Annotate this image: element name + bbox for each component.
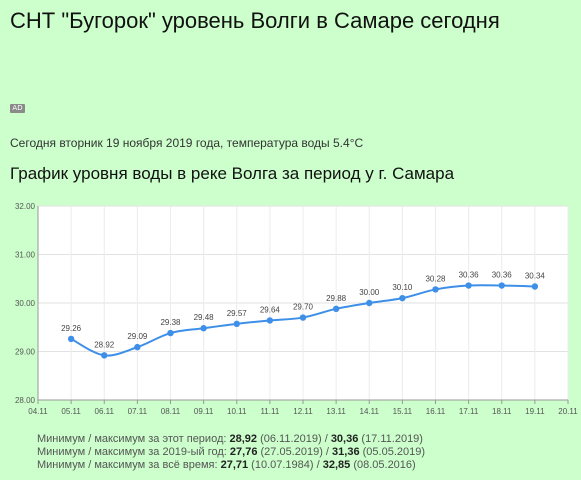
x-tick-label: 07.11 [128, 407, 148, 416]
data-point [266, 317, 274, 324]
data-point [399, 294, 406, 302]
data-label: 30.36 [459, 271, 480, 280]
data-label: 29.38 [160, 318, 181, 327]
data-point [498, 282, 505, 289]
data-label: 30.10 [392, 283, 413, 292]
stat-row-period: Минимум / максимум за этот период: 28,92… [37, 433, 425, 446]
x-tick-label: 10.11 [227, 407, 247, 416]
y-tick-label: 28.00 [15, 396, 36, 405]
chart-heading: График уровня воды в реке Волга за перио… [10, 164, 455, 183]
x-tick-label: 18.11 [492, 407, 512, 416]
data-label: 30.36 [492, 271, 513, 280]
x-tick-label: 09.11 [194, 407, 214, 416]
stat-max-date: (08.05.2016) [350, 459, 416, 471]
x-tick-label: 12.11 [293, 407, 313, 416]
stat-min-value: 27,71 [220, 459, 249, 471]
data-point [167, 329, 174, 337]
chart-svg: 28.00 29.00 30.00 31.00 32.00 04.11 05.11 06.11… [15, 202, 578, 416]
stat-min-date: (27.05.2019) / [257, 446, 333, 458]
data-point [299, 314, 307, 321]
x-tick-label: 14.11 [360, 407, 380, 416]
data-point [332, 305, 340, 313]
x-tick-label: 11.11 [260, 407, 279, 416]
data-label: 29.48 [194, 313, 215, 322]
stats-block: Минимум / максимум за этот период: 28,92… [37, 433, 425, 472]
stat-max-date: (05.05.2019) [359, 446, 426, 458]
x-tick-label: 17.11 [459, 407, 479, 416]
data-point [531, 283, 539, 290]
y-tick-label: 32.00 [15, 202, 36, 211]
stat-min-value: 27,76 [229, 446, 258, 458]
water-level-chart: 28.00 29.00 30.00 31.00 32.00 04.11 05.11 06.11… [0, 196, 581, 426]
stat-max-value: 31,36 [332, 446, 360, 458]
data-point [432, 286, 439, 293]
page-title: СНТ "Бугорок" уровень Волги в Самаре сег… [10, 8, 500, 33]
data-point [134, 343, 141, 351]
stat-max-value: 30,36 [330, 433, 359, 445]
stat-min-date: (10.07.1984) / [248, 459, 323, 471]
data-point [233, 320, 240, 328]
stat-min-date: (06.11.2019) / [257, 433, 331, 445]
data-label: 29.26 [61, 324, 82, 333]
x-tick-label: 20.11 [558, 407, 578, 416]
x-tick-label: 15.11 [393, 407, 413, 416]
data-label: 29.64 [260, 305, 281, 314]
data-point [200, 325, 207, 332]
data-label: 29.57 [227, 309, 248, 318]
stat-min-value: 28,92 [229, 433, 258, 445]
stat-prefix: Минимум / максимум за этот период: [37, 433, 230, 445]
data-label: 30.28 [425, 274, 446, 283]
x-tick-label: 05.11 [61, 407, 81, 416]
data-label: 29.70 [293, 303, 314, 312]
stat-prefix: Минимум / максимум за всё время: [37, 459, 221, 471]
stat-max-value: 32,85 [322, 459, 351, 471]
x-tick-label: 13.11 [326, 407, 346, 416]
today-info: Сегодня вторник 19 ноября 2019 года, тем… [10, 136, 364, 150]
data-point [67, 335, 75, 343]
y-tick-label: 29.00 [15, 348, 36, 357]
data-point [101, 352, 108, 359]
data-point [465, 282, 472, 289]
data-label: 28.92 [94, 340, 115, 349]
data-point [366, 299, 373, 307]
data-label: 29.09 [127, 332, 148, 341]
stat-row-alltime: Минимум / максимум за всё время: 27,71 (… [37, 459, 425, 472]
x-tick-label: 04.11 [28, 407, 48, 416]
data-label: 30.34 [525, 272, 546, 281]
x-tick-label: 08.11 [161, 407, 181, 416]
x-tick-label: 16.11 [426, 407, 446, 416]
y-tick-label: 30.00 [15, 299, 36, 308]
stat-row-year: Минимум / максимум за 2019-ый год: 27,76… [37, 446, 425, 459]
x-tick-label: 19.11 [525, 407, 545, 416]
stat-max-date: (17.11.2019) [358, 433, 423, 445]
y-tick-label: 31.00 [15, 251, 36, 260]
ad-icon[interactable]: AD [10, 104, 25, 113]
stat-prefix: Минимум / максимум за 2019-ый год: [37, 446, 230, 458]
data-label: 29.88 [326, 294, 347, 303]
x-tick-label: 06.11 [95, 407, 115, 416]
data-label: 30.00 [359, 288, 380, 297]
